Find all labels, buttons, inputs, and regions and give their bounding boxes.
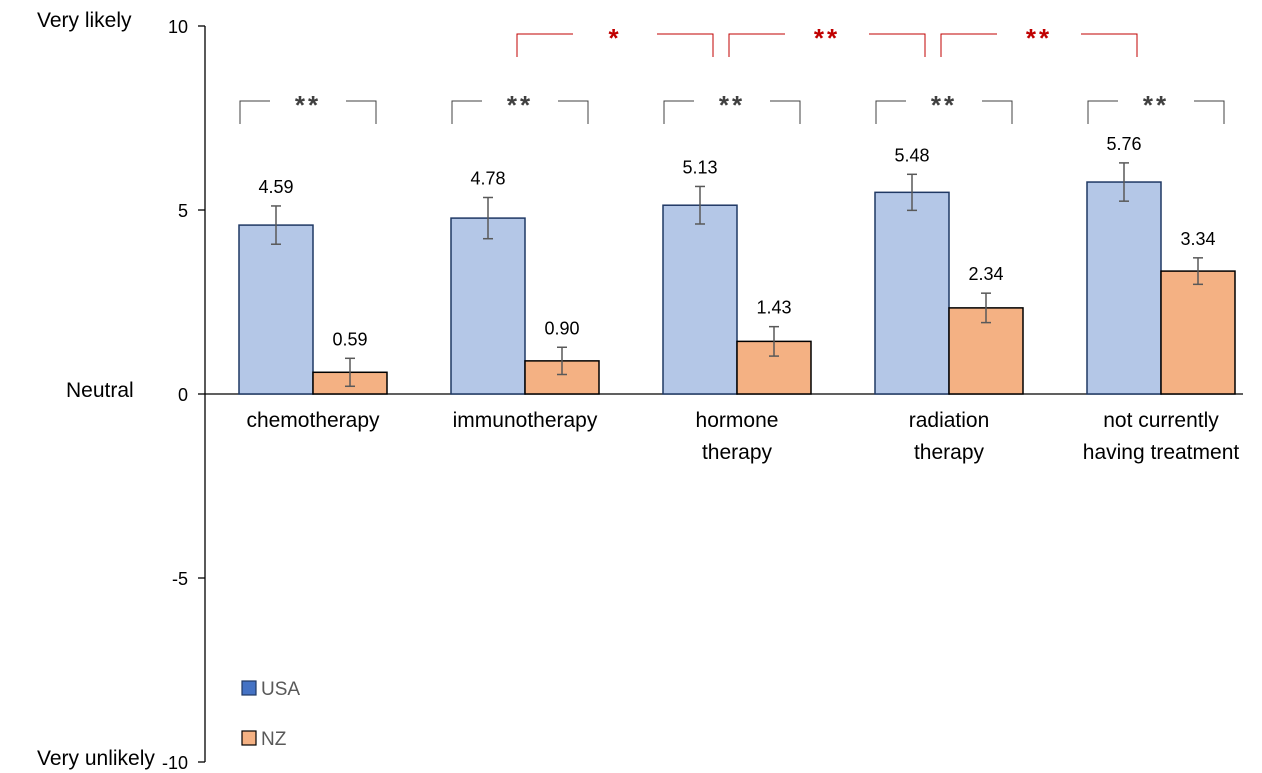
between-bracket: ** xyxy=(940,23,1138,57)
within-bracket: ** xyxy=(663,90,801,124)
category-label: hormone xyxy=(696,409,779,432)
y-anchor-top: Very likely xyxy=(37,9,132,32)
y-tick-label: -5 xyxy=(172,569,188,589)
between-bracket: ** xyxy=(728,23,926,57)
error-bar-usa xyxy=(695,185,705,225)
error-bar-usa xyxy=(1119,162,1129,202)
value-label-usa: 4.78 xyxy=(470,168,505,188)
legend: USA NZ xyxy=(241,679,300,750)
legend-item-nz: NZ xyxy=(241,729,287,750)
error-bar-usa xyxy=(271,205,281,245)
within-bracket: ** xyxy=(451,90,589,124)
value-label-nz: 0.90 xyxy=(544,318,579,338)
error-bar-usa xyxy=(483,196,493,240)
value-label-usa: 4.59 xyxy=(258,177,293,197)
category-label: chemotherapy xyxy=(246,409,380,432)
bar-usa xyxy=(662,204,738,395)
bar-usa xyxy=(238,224,314,395)
category-labels: chemotherapy immunotherapy hormone therapy r… xyxy=(246,409,1239,464)
y-tick-label: 10 xyxy=(168,17,188,37)
significance-label: ** xyxy=(931,90,957,120)
y-tick-label: 0 xyxy=(178,385,188,405)
significance-label: ** xyxy=(507,90,533,120)
bar-usa xyxy=(874,191,950,395)
significance-label: ** xyxy=(295,90,321,120)
category-label: having treatment xyxy=(1083,441,1240,464)
value-label-nz: 2.34 xyxy=(968,264,1003,284)
category-label: therapy xyxy=(914,441,985,464)
error-bar-nz xyxy=(1193,257,1203,286)
legend-item-usa: USA xyxy=(241,679,300,700)
bar-usa xyxy=(450,217,526,395)
error-bar-nz xyxy=(981,292,991,324)
significance-label: ** xyxy=(814,23,840,53)
category-label: not currently xyxy=(1103,409,1219,432)
category-label: therapy xyxy=(702,441,773,464)
bars: 4.59 4.78 5.13 5.48 5.76 0.59 0.90 1.43 2.34 3.34 xyxy=(238,134,1236,395)
category-label: immunotherapy xyxy=(453,409,598,432)
significance-label: ** xyxy=(1143,90,1169,120)
legend-label: NZ xyxy=(261,729,287,750)
y-anchor-bottom: Very unlikely xyxy=(37,747,155,770)
value-label-usa: 5.76 xyxy=(1106,134,1141,154)
error-bar-nz xyxy=(769,325,779,357)
value-label-usa: 5.48 xyxy=(894,145,929,165)
legend-label: USA xyxy=(261,679,300,700)
error-bar-nz xyxy=(557,346,567,376)
between-bracket: * xyxy=(516,23,714,57)
significance-label: ** xyxy=(719,90,745,120)
error-bar-usa xyxy=(907,173,917,212)
significance-brackets: ** ** ** ** *** ** ** xyxy=(239,23,1225,124)
value-label-nz: 3.34 xyxy=(1180,229,1215,249)
significance-label: * xyxy=(608,23,621,53)
bar-nz xyxy=(1160,270,1236,395)
y-anchor-middle: Neutral xyxy=(66,379,134,402)
value-label-usa: 5.13 xyxy=(682,157,717,177)
category-label: radiation xyxy=(909,409,990,432)
y-tick-label: 5 xyxy=(178,201,188,221)
bar-usa xyxy=(1086,181,1162,395)
y-axis: 10 5 0 -5 -10 Very likely Neutral Very unlikely xyxy=(37,9,1243,773)
value-label-nz: 1.43 xyxy=(756,298,791,318)
legend-swatch xyxy=(241,680,257,696)
significance-label: ** xyxy=(1026,23,1052,53)
legend-swatch xyxy=(241,730,257,746)
within-bracket: ** xyxy=(239,90,377,124)
y-tick-label: -10 xyxy=(162,753,188,773)
value-label-nz: 0.59 xyxy=(332,329,367,349)
within-bracket: ** xyxy=(1087,90,1225,124)
within-bracket: ** xyxy=(875,90,1013,124)
error-bar-nz xyxy=(345,357,355,388)
